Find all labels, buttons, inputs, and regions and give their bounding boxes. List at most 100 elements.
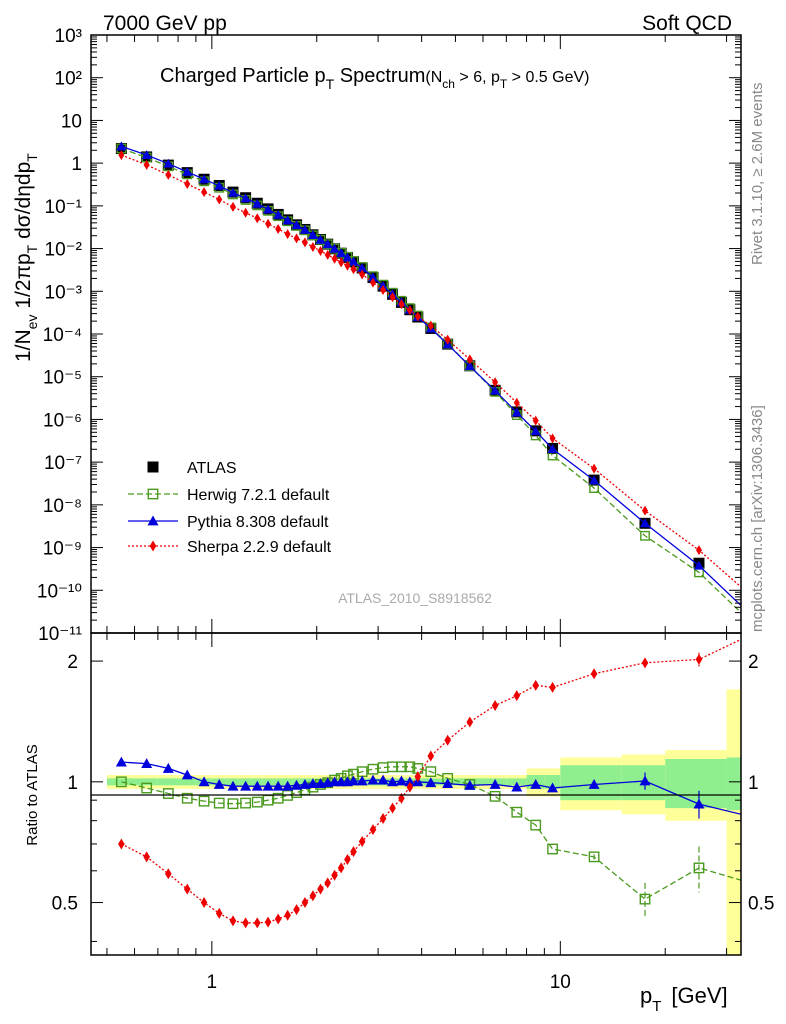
ratio-point [198, 776, 210, 787]
y-tick-label: 10⁻⁶ [43, 410, 82, 431]
ratio-point [331, 869, 338, 881]
top-point [695, 545, 702, 556]
ratio-point [264, 916, 272, 928]
y-tick-label: 10 [61, 111, 82, 132]
ratio-point [272, 780, 284, 791]
ratio-point [356, 775, 368, 786]
ratio-point [242, 917, 249, 929]
title-tail: Spectrum [334, 65, 425, 87]
y-tick-label: 10⁻⁷ [44, 453, 82, 474]
top-point [143, 159, 150, 170]
top-point [331, 253, 338, 264]
axis-ticks [91, 34, 741, 955]
top-point [141, 149, 152, 159]
y-tick-label: 10⁻¹¹ [38, 624, 82, 645]
ratio-y-tick-label-left: 1 [67, 773, 78, 794]
legend-marker [147, 461, 159, 473]
ratio-point [396, 761, 407, 773]
ratio-point [309, 890, 317, 902]
plot-title: Charged Particle pT Spectrum(Nch > 6, pT… [160, 65, 589, 92]
ratio-point [183, 883, 191, 895]
top-point [532, 415, 539, 426]
header-category: Soft QCD [642, 12, 732, 35]
ratio-point [181, 769, 193, 780]
top-point [322, 239, 333, 249]
ratio-point [379, 813, 387, 825]
ratio-point [464, 779, 476, 790]
ratio-point [367, 774, 379, 785]
ratio-point [253, 917, 261, 929]
ratio-point [262, 780, 274, 791]
series-line-ratio [121, 638, 741, 924]
ratio-point [143, 851, 150, 863]
ratio-point [744, 811, 755, 821]
ratio-point [337, 862, 345, 874]
stat-band [178, 778, 196, 786]
ratio-point [141, 758, 153, 769]
ratio-panel-series [115, 638, 755, 929]
top-point [367, 272, 378, 282]
top-point [591, 463, 598, 474]
title-sub: T [326, 76, 335, 92]
top-point [511, 407, 522, 417]
ratio-point [307, 778, 319, 788]
legend-label: Pythia 8.308 default [187, 514, 329, 531]
y-tick-label: 10⁻⁸ [43, 496, 82, 517]
top-point [118, 150, 125, 161]
top-point [299, 224, 310, 234]
ratio-point [693, 862, 705, 874]
top-point [240, 193, 251, 203]
analysis-id-label: ATLAS_2010_S8918562 [338, 590, 492, 606]
ratio-point [489, 790, 501, 802]
ratio-point [299, 778, 311, 789]
ratio-point [489, 778, 501, 789]
ratio-point [639, 775, 651, 786]
ratio-point [530, 819, 542, 831]
ratio-point [115, 756, 127, 767]
x-tick-label: 1 [207, 972, 218, 993]
top-point [182, 166, 193, 176]
ratio-point [588, 778, 600, 789]
top-point [513, 397, 520, 408]
x-axis-label: pT [GeV] [640, 983, 728, 1015]
top-point [324, 249, 331, 260]
ratio-point [240, 797, 252, 809]
ratio-point [324, 877, 331, 889]
series-line-top [121, 147, 741, 614]
top-point [216, 194, 223, 205]
ratio-point [547, 843, 558, 855]
legend-label: Herwig 7.2.1 default [187, 487, 330, 504]
ratio-point [693, 798, 705, 809]
top-point [693, 560, 704, 570]
series-layer [115, 141, 755, 929]
top-point [291, 220, 302, 230]
ratio-point [491, 699, 499, 711]
top-point [329, 243, 340, 253]
ratio-point [377, 774, 389, 785]
top-point [307, 229, 318, 239]
title-cond-open: (N [425, 69, 442, 86]
ratio-point [641, 657, 649, 669]
top-point [342, 252, 353, 262]
ratio-point [404, 776, 416, 787]
syst-band [726, 689, 741, 955]
legend-marker [149, 540, 157, 552]
title-cond-tail: > 0.5 GeV) [507, 69, 589, 86]
top-point [444, 334, 451, 345]
top-point [547, 444, 558, 454]
top-point [380, 285, 387, 296]
axis-tick-labels: 1 10 10⁻¹¹ 10⁻¹⁰ 10⁻⁹ 10⁻⁸ 10⁻⁷ 10⁻⁶ 10⁻⁵ 10⁻⁴ 10⁻… [37, 26, 775, 993]
ratio-point [162, 788, 174, 799]
title-main: Charged Particle p [160, 65, 326, 87]
ratio-point [317, 883, 324, 895]
top-point [284, 229, 291, 240]
ratio-y-tick-label-right: 1 [748, 773, 759, 794]
top-point [227, 187, 238, 197]
ratio-point [213, 778, 225, 789]
top-point [640, 518, 651, 528]
ratio-point [406, 781, 414, 793]
ratio-point [227, 780, 239, 791]
legend: ATLAS Herwig 7.2.1 default Pythia 8.308 de… [128, 460, 332, 556]
series-line-top [121, 154, 741, 588]
top-point [640, 530, 650, 541]
